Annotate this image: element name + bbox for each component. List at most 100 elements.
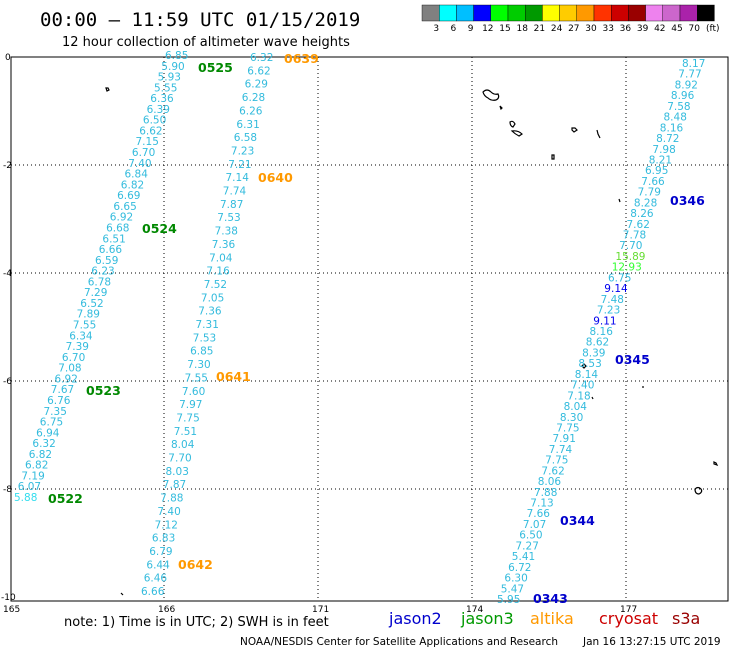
track-a-swh-value: 6.76 bbox=[47, 395, 71, 407]
swh-track-a: 6.855.905.935.556.366.396.506.627.156.70… bbox=[14, 50, 188, 504]
time-label-0345: 0345 bbox=[615, 352, 650, 367]
track-c-swh-value: 7.77 bbox=[678, 69, 701, 81]
x-tick-2: 171 bbox=[312, 605, 329, 615]
track-c-swh-value: 7.88 bbox=[534, 487, 557, 499]
track-c-swh-value: 5.47 bbox=[501, 583, 524, 595]
track-a-swh-value: 7.67 bbox=[51, 384, 74, 396]
satellite-cryosat: cryosat bbox=[599, 609, 658, 628]
track-c-swh-value: 7.98 bbox=[652, 144, 675, 156]
colorbar-swatch bbox=[439, 4, 457, 22]
island-outline bbox=[120, 592, 124, 596]
colorbar-tick-label: 27 bbox=[568, 24, 579, 34]
track-c-swh-value: 7.74 bbox=[549, 444, 573, 456]
track-b-swh-value: 6.62 bbox=[247, 65, 270, 77]
y-tick-4: -8 bbox=[3, 485, 12, 495]
time-label-0642: 0642 bbox=[178, 557, 213, 572]
colorbar-swatch bbox=[559, 4, 577, 22]
colorbar-tick-label: 39 bbox=[637, 24, 649, 34]
track-c-swh-value: 8.16 bbox=[660, 122, 684, 134]
track-c-swh-value: 8.17 bbox=[682, 58, 705, 70]
colorbar-tick-label: 42 bbox=[654, 24, 665, 34]
island-outline bbox=[694, 486, 703, 495]
track-c-swh-value: 8.28 bbox=[634, 197, 657, 209]
track-c-swh-value: 8.26 bbox=[630, 208, 654, 220]
track-c-swh-value: 8.92 bbox=[675, 79, 698, 91]
track-c-swh-value: 8.72 bbox=[656, 133, 679, 145]
track-b-swh-value: 6.26 bbox=[239, 105, 263, 117]
color-scale-legend: 3 6 9 12 15 18 21 24 27 30 33 36 39 42 45 70 bbox=[421, 4, 715, 34]
track-c-swh-value: 6.50 bbox=[519, 530, 542, 542]
track-c-swh-value: 15.89 bbox=[615, 251, 645, 263]
swh-track-b: 6.326.626.296.286.266.316.587.237.217.14… bbox=[141, 52, 273, 598]
track-c-swh-value: 7.91 bbox=[553, 433, 576, 445]
colorbar-tick-label: 9 bbox=[468, 24, 474, 34]
track-c-swh-value: 8.30 bbox=[560, 412, 583, 424]
colorbar-swatch bbox=[473, 4, 492, 22]
track-b-swh-value: 7.51 bbox=[174, 426, 197, 438]
track-a-swh-value: 7.55 bbox=[73, 320, 96, 332]
track-b-swh-value: 7.87 bbox=[220, 199, 243, 211]
colorbar-swatch bbox=[456, 4, 474, 22]
track-b-swh-value: 7.30 bbox=[187, 359, 210, 371]
colorbar-tick-label: 30 bbox=[585, 24, 597, 34]
time-label-0525: 0525 bbox=[198, 60, 233, 75]
colorbar-tick-label: 18 bbox=[516, 24, 528, 34]
track-b-swh-value: 6.83 bbox=[152, 533, 175, 545]
y-tick-3: -6 bbox=[3, 377, 12, 387]
island-outline bbox=[571, 127, 578, 133]
x-axis-labels: 165 166 171 174 177 bbox=[3, 605, 637, 615]
track-b-swh-value: 7.55 bbox=[185, 372, 208, 384]
colorbar-tick-label: 70 bbox=[688, 24, 700, 34]
satellite-jason2: jason2 bbox=[388, 609, 442, 628]
track-a-swh-value: 6.92 bbox=[55, 373, 78, 385]
colorbar-swatch bbox=[507, 4, 526, 22]
time-label-0344: 0344 bbox=[560, 513, 595, 528]
swh-track-c: 8.177.778.928.967.588.488.168.727.988.21… bbox=[497, 58, 705, 606]
y-tick-0: 0 bbox=[5, 53, 11, 63]
colorbar-swatch bbox=[628, 4, 646, 22]
time-label-0522: 0522 bbox=[48, 491, 83, 506]
track-b-swh-value: 7.16 bbox=[206, 266, 230, 278]
colorbar-tick-label: 24 bbox=[551, 24, 563, 34]
track-b-swh-value: 8.03 bbox=[166, 466, 189, 478]
track-a-swh-value: 6.70 bbox=[62, 352, 85, 364]
track-a-swh-value: 7.39 bbox=[66, 341, 89, 353]
colorbar-unit: (ft) bbox=[706, 24, 720, 34]
footer-note: note: 1) Time is in UTC; 2) SWH is in fe… bbox=[64, 615, 329, 630]
track-b-swh-value: 7.23 bbox=[231, 145, 254, 157]
track-a-swh-value: 6.66 bbox=[99, 244, 123, 256]
track-c-swh-value: 7.75 bbox=[545, 455, 568, 467]
colorbar-swatch bbox=[421, 4, 440, 22]
map-title: 00:00 – 11:59 UTC 01/15/2019 bbox=[40, 9, 360, 31]
track-a-swh-value: 7.19 bbox=[21, 470, 44, 482]
track-a-swh-value: 6.68 bbox=[106, 223, 129, 235]
x-tick-4: 177 bbox=[620, 605, 637, 615]
track-c-swh-value: 6.95 bbox=[645, 165, 668, 177]
map-frame bbox=[10, 56, 729, 602]
track-a-swh-value: 7.89 bbox=[77, 309, 100, 321]
track-a-swh-value: 6.36 bbox=[150, 93, 174, 105]
track-a-swh-value: 5.90 bbox=[161, 61, 184, 73]
track-b-swh-value: 6.58 bbox=[234, 132, 257, 144]
track-b-swh-value: 6.46 bbox=[144, 573, 168, 585]
track-a-swh-value: 6.34 bbox=[69, 330, 93, 342]
track-a-swh-value: 6.52 bbox=[80, 298, 103, 310]
track-b-swh-value: 7.12 bbox=[155, 519, 178, 531]
track-a-swh-value: 7.35 bbox=[44, 406, 67, 418]
island-coastlines bbox=[105, 87, 719, 596]
track-a-swh-value: 6.23 bbox=[91, 266, 114, 278]
track-c-swh-value: 7.75 bbox=[556, 423, 579, 435]
time-label-0641: 0641 bbox=[216, 369, 251, 384]
colorbar-swatch bbox=[542, 4, 560, 22]
track-c-swh-value: 12.93 bbox=[612, 262, 642, 274]
track-c-swh-value: 9.11 bbox=[593, 315, 616, 327]
time-label-0343: 0343 bbox=[533, 591, 568, 606]
lat-lon-grid bbox=[11, 57, 728, 601]
colorbar-tick-label: 15 bbox=[499, 24, 510, 34]
track-a-swh-value: 6.32 bbox=[32, 438, 55, 450]
track-b-swh-value: 7.97 bbox=[179, 399, 202, 411]
track-b-swh-value: 7.21 bbox=[228, 159, 251, 171]
island-outline bbox=[482, 89, 500, 101]
track-b-swh-value: 6.29 bbox=[245, 79, 268, 91]
track-c-swh-value: 6.75 bbox=[608, 272, 631, 284]
